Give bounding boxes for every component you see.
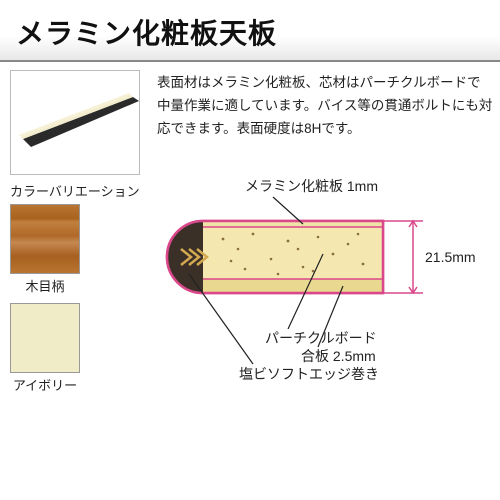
header: メラミン化粧板天板 xyxy=(0,0,500,62)
label-thickness: 21.5mm xyxy=(425,249,476,265)
preview-image xyxy=(10,70,140,175)
swatch-ivory-label: アイボリー xyxy=(10,375,80,394)
preview-top-highlight xyxy=(19,93,131,137)
left-column: カラーバリエーション 木目柄 アイボリー xyxy=(10,70,145,402)
swatch-wood xyxy=(10,204,80,274)
label-core: パーチクルボード xyxy=(265,330,377,346)
dimension-lines xyxy=(383,221,423,293)
description: 表面材はメラミン化粧板、芯材はパーチクルボードで中量作業に適しています。バイス等… xyxy=(153,70,493,141)
label-bottom-layer: 合板 2.5mm xyxy=(301,348,376,364)
swatch-ivory xyxy=(10,303,80,373)
label-edge: 塩ビソフトエッジ巻き xyxy=(239,366,379,382)
cross-section-diagram: メラミン化粧板 1mm 21.5mm パーチクルボード 合板 2.5mm 塩ビソ… xyxy=(153,149,493,389)
label-top-layer: メラミン化粧板 1mm xyxy=(245,178,378,194)
preview-edge xyxy=(23,97,139,147)
preview-top xyxy=(21,95,133,139)
variation-label: カラーバリエーション xyxy=(10,181,145,200)
right-column: 表面材はメラミン化粧板、芯材はパーチクルボードで中量作業に適しています。バイス等… xyxy=(153,70,493,402)
page-title: メラミン化粧板天板 xyxy=(16,12,484,52)
swatch-wood-label: 木目柄 xyxy=(10,276,80,295)
content: カラーバリエーション 木目柄 アイボリー 表面材はメラミン化粧板、芯材はパーチク… xyxy=(0,62,500,402)
